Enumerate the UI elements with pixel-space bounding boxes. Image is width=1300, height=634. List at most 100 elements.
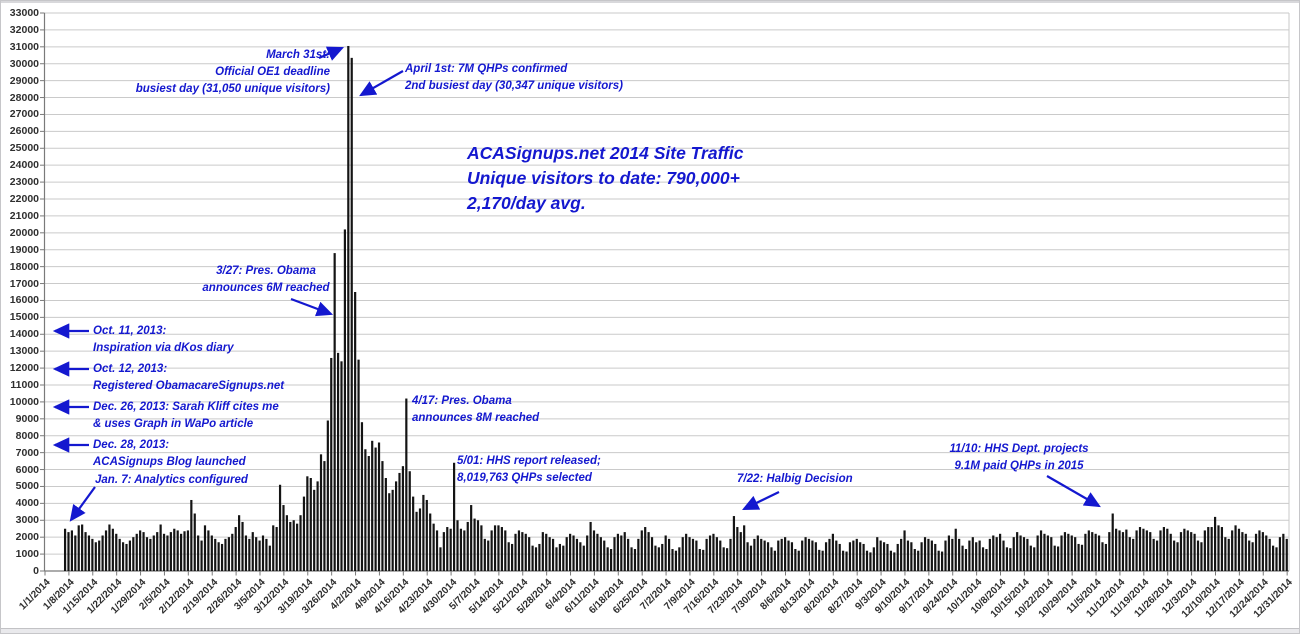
bar xyxy=(1005,547,1009,571)
annotation-line: Official OE1 deadline xyxy=(215,66,330,78)
bar xyxy=(186,530,190,571)
bar xyxy=(1251,542,1254,571)
bar xyxy=(937,550,940,571)
bar xyxy=(275,527,278,571)
bar xyxy=(732,516,736,571)
bar xyxy=(814,542,817,571)
bar xyxy=(425,499,428,571)
bar xyxy=(930,540,933,571)
bar xyxy=(490,530,493,571)
bar xyxy=(1080,544,1084,571)
bar xyxy=(534,547,538,571)
bar xyxy=(77,525,80,571)
annotation-line: busiest day (31,050 unique visitors) xyxy=(135,83,330,95)
bar xyxy=(67,532,70,571)
bar xyxy=(473,518,476,571)
y-axis-tick-label: 13000 xyxy=(9,345,39,358)
bar xyxy=(466,521,469,571)
bar xyxy=(616,533,619,571)
y-axis-tick-label: 8000 xyxy=(15,429,39,442)
bar xyxy=(224,538,227,571)
y-axis-tick-label: 0 xyxy=(33,565,39,577)
bar xyxy=(94,542,97,571)
bar xyxy=(1033,547,1036,571)
bar xyxy=(1193,533,1196,571)
bar xyxy=(309,478,312,571)
bar xyxy=(87,535,91,571)
bar xyxy=(811,540,814,571)
annotation-line: 7/22: Halbig Decision xyxy=(737,473,853,485)
bar xyxy=(265,538,268,571)
bar xyxy=(835,540,838,571)
bar xyxy=(838,543,841,571)
bar xyxy=(1149,532,1152,571)
bar xyxy=(166,535,169,571)
annotation-oct-12-2013: Oct. 12, 2013: Registered ObamacareSignu… xyxy=(93,361,284,395)
bar xyxy=(794,549,797,571)
bar xyxy=(1077,543,1080,571)
bar xyxy=(1125,529,1128,571)
bar xyxy=(1220,527,1224,571)
arrow-nov10 xyxy=(1046,475,1101,508)
bar xyxy=(470,505,473,571)
bar xyxy=(722,547,725,571)
bar xyxy=(251,532,254,571)
bar xyxy=(101,535,104,571)
bar xyxy=(487,540,490,571)
bar xyxy=(633,549,637,571)
y-axis-tick-label: 20000 xyxy=(9,226,39,239)
annotation-line: & uses Graph in WaPo article xyxy=(93,418,254,430)
y-axis-tick-label: 28000 xyxy=(9,91,39,104)
bar xyxy=(596,533,599,571)
bar xyxy=(828,538,831,571)
bar xyxy=(1115,528,1118,571)
y-axis-tick-label: 26000 xyxy=(9,125,39,138)
bar xyxy=(855,538,858,571)
bar xyxy=(780,538,783,571)
bar xyxy=(1265,535,1268,571)
annotation-line: April 1st: 7M QHPs confirmed xyxy=(405,63,568,75)
bar xyxy=(173,528,176,571)
bar xyxy=(551,538,555,571)
bar xyxy=(708,535,712,571)
bar xyxy=(442,532,445,571)
annotation-line: announces 6M reached xyxy=(202,282,330,294)
y-axis-tick-label: 32000 xyxy=(9,23,39,36)
bar xyxy=(1254,533,1258,571)
bar xyxy=(1261,532,1264,571)
bottom-border-band xyxy=(1,628,1299,633)
bar xyxy=(1128,537,1131,571)
bar xyxy=(408,471,411,571)
annotation-march-27: 3/27: Pres. Obama announces 6M reached xyxy=(191,263,341,297)
y-axis-tick-label: 3000 xyxy=(15,514,39,527)
chart-title: ACASignups.net 2014 Site Traffic Unique … xyxy=(467,141,744,216)
bar xyxy=(108,524,111,571)
bar xyxy=(1282,533,1285,571)
bar xyxy=(739,532,742,571)
bar xyxy=(1166,528,1169,571)
bar xyxy=(940,551,944,571)
bar xyxy=(1142,528,1145,571)
bar xyxy=(831,533,834,571)
bar xyxy=(620,535,623,571)
y-axis-tick-label: 18000 xyxy=(9,260,39,273)
bar xyxy=(555,547,558,571)
bar xyxy=(1272,545,1275,571)
bar xyxy=(1138,527,1142,571)
bar xyxy=(248,538,251,571)
bar xyxy=(289,521,292,571)
bar xyxy=(1217,525,1220,571)
bar xyxy=(702,549,705,571)
bar xyxy=(698,549,701,571)
bar xyxy=(1060,535,1063,571)
bar xyxy=(84,532,87,571)
bar xyxy=(1016,532,1019,571)
bar xyxy=(493,525,497,571)
bar xyxy=(121,542,125,571)
bar xyxy=(343,229,346,571)
bar xyxy=(1029,545,1032,571)
bar xyxy=(193,513,196,571)
bar xyxy=(790,542,794,571)
bar xyxy=(671,549,674,571)
bar xyxy=(1200,542,1203,571)
